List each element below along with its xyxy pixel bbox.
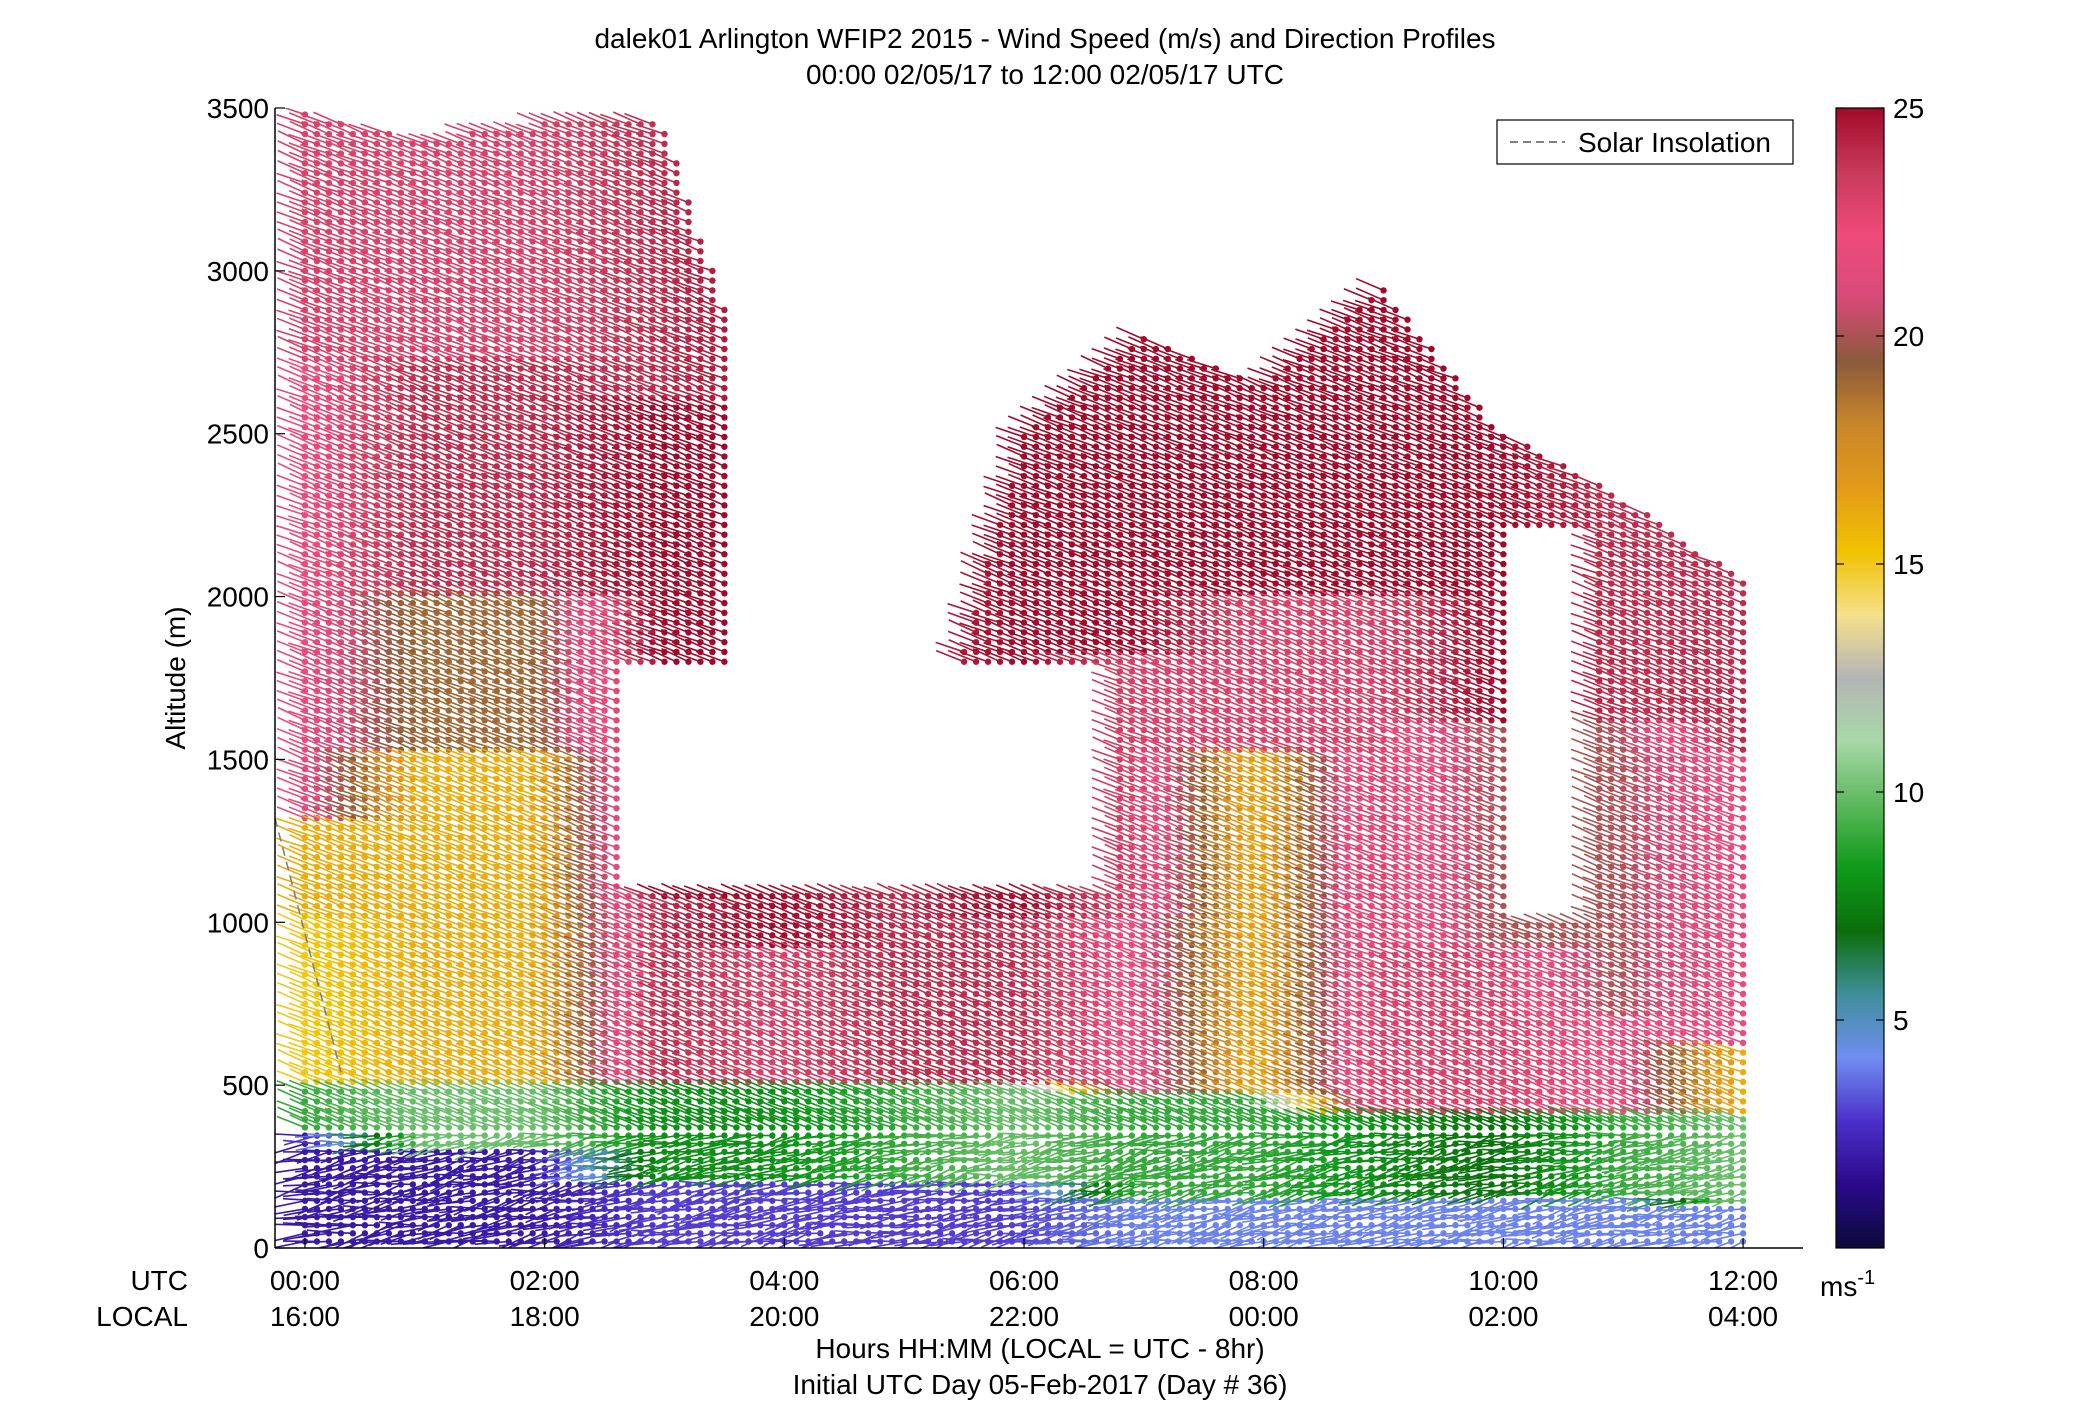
chart-subtitle: 00:00 02/05/17 to 12:00 02/05/17 UTC xyxy=(806,59,1284,90)
wind-barb-dot xyxy=(314,1124,320,1130)
wind-barb-dot xyxy=(302,1124,308,1130)
wind-profile-figure: dalek01 Arlington WFIP2 2015 - Wind Spee… xyxy=(0,0,2098,1425)
wind-barb-dot xyxy=(314,1149,320,1155)
chart-title: dalek01 Arlington WFIP2 2015 - Wind Spee… xyxy=(594,23,1495,54)
wind-barb-dot xyxy=(326,1124,332,1130)
wind-barb-dot xyxy=(302,1141,308,1147)
wind-barb-dot xyxy=(326,1238,332,1244)
